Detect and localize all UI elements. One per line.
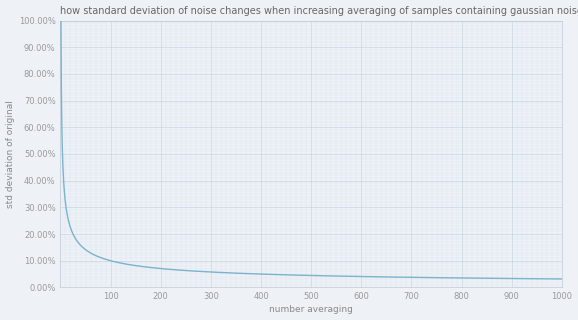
Text: how standard deviation of noise changes when increasing averaging of samples con: how standard deviation of noise changes … xyxy=(61,5,578,16)
Y-axis label: std deviation of original: std deviation of original xyxy=(6,100,14,208)
X-axis label: number averaging: number averaging xyxy=(269,306,353,315)
